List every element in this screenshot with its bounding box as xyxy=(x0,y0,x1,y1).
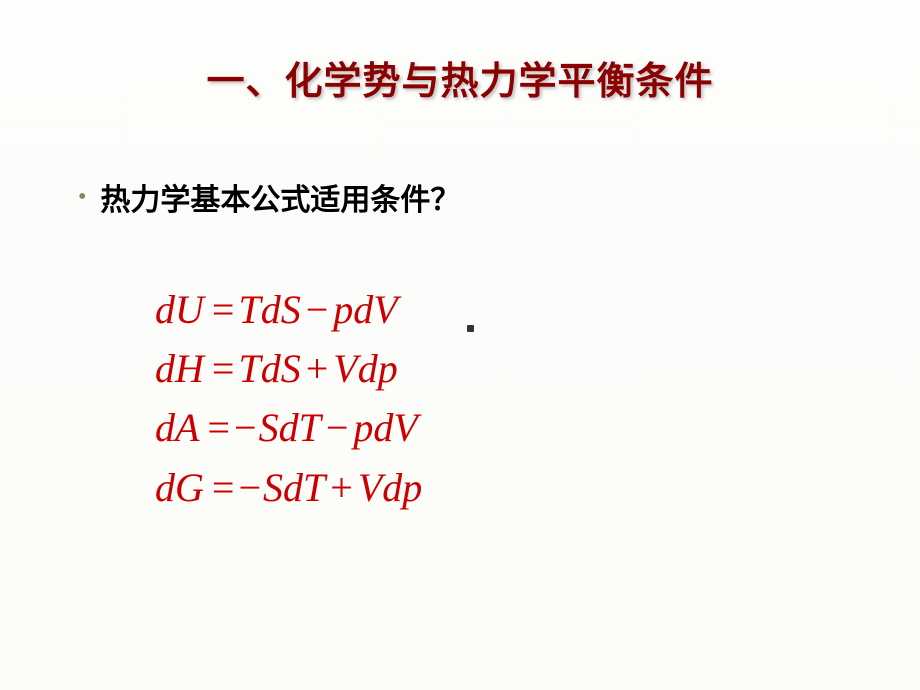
equations-block: dU=TdS−pdVdH=TdS+VdpdA=−SdT−pdVdG=−SdT+V… xyxy=(155,280,422,517)
bullet-marker: • xyxy=(78,185,86,209)
slide-title: 一、化学势与热力学平衡条件 xyxy=(0,50,920,105)
equation-row-1: dH=TdS+Vdp xyxy=(155,339,422,398)
equation-row-3: dG=−SdT+Vdp xyxy=(155,458,422,517)
equation-row-2: dA=−SdT−pdV xyxy=(155,398,422,457)
bullet-row: • 热力学基本公式适用条件？ xyxy=(78,175,460,219)
equation-row-0: dU=TdS−pdV xyxy=(155,280,422,339)
decorative-dot xyxy=(467,325,474,332)
bullet-text: 热力学基本公式适用条件？ xyxy=(100,175,460,219)
